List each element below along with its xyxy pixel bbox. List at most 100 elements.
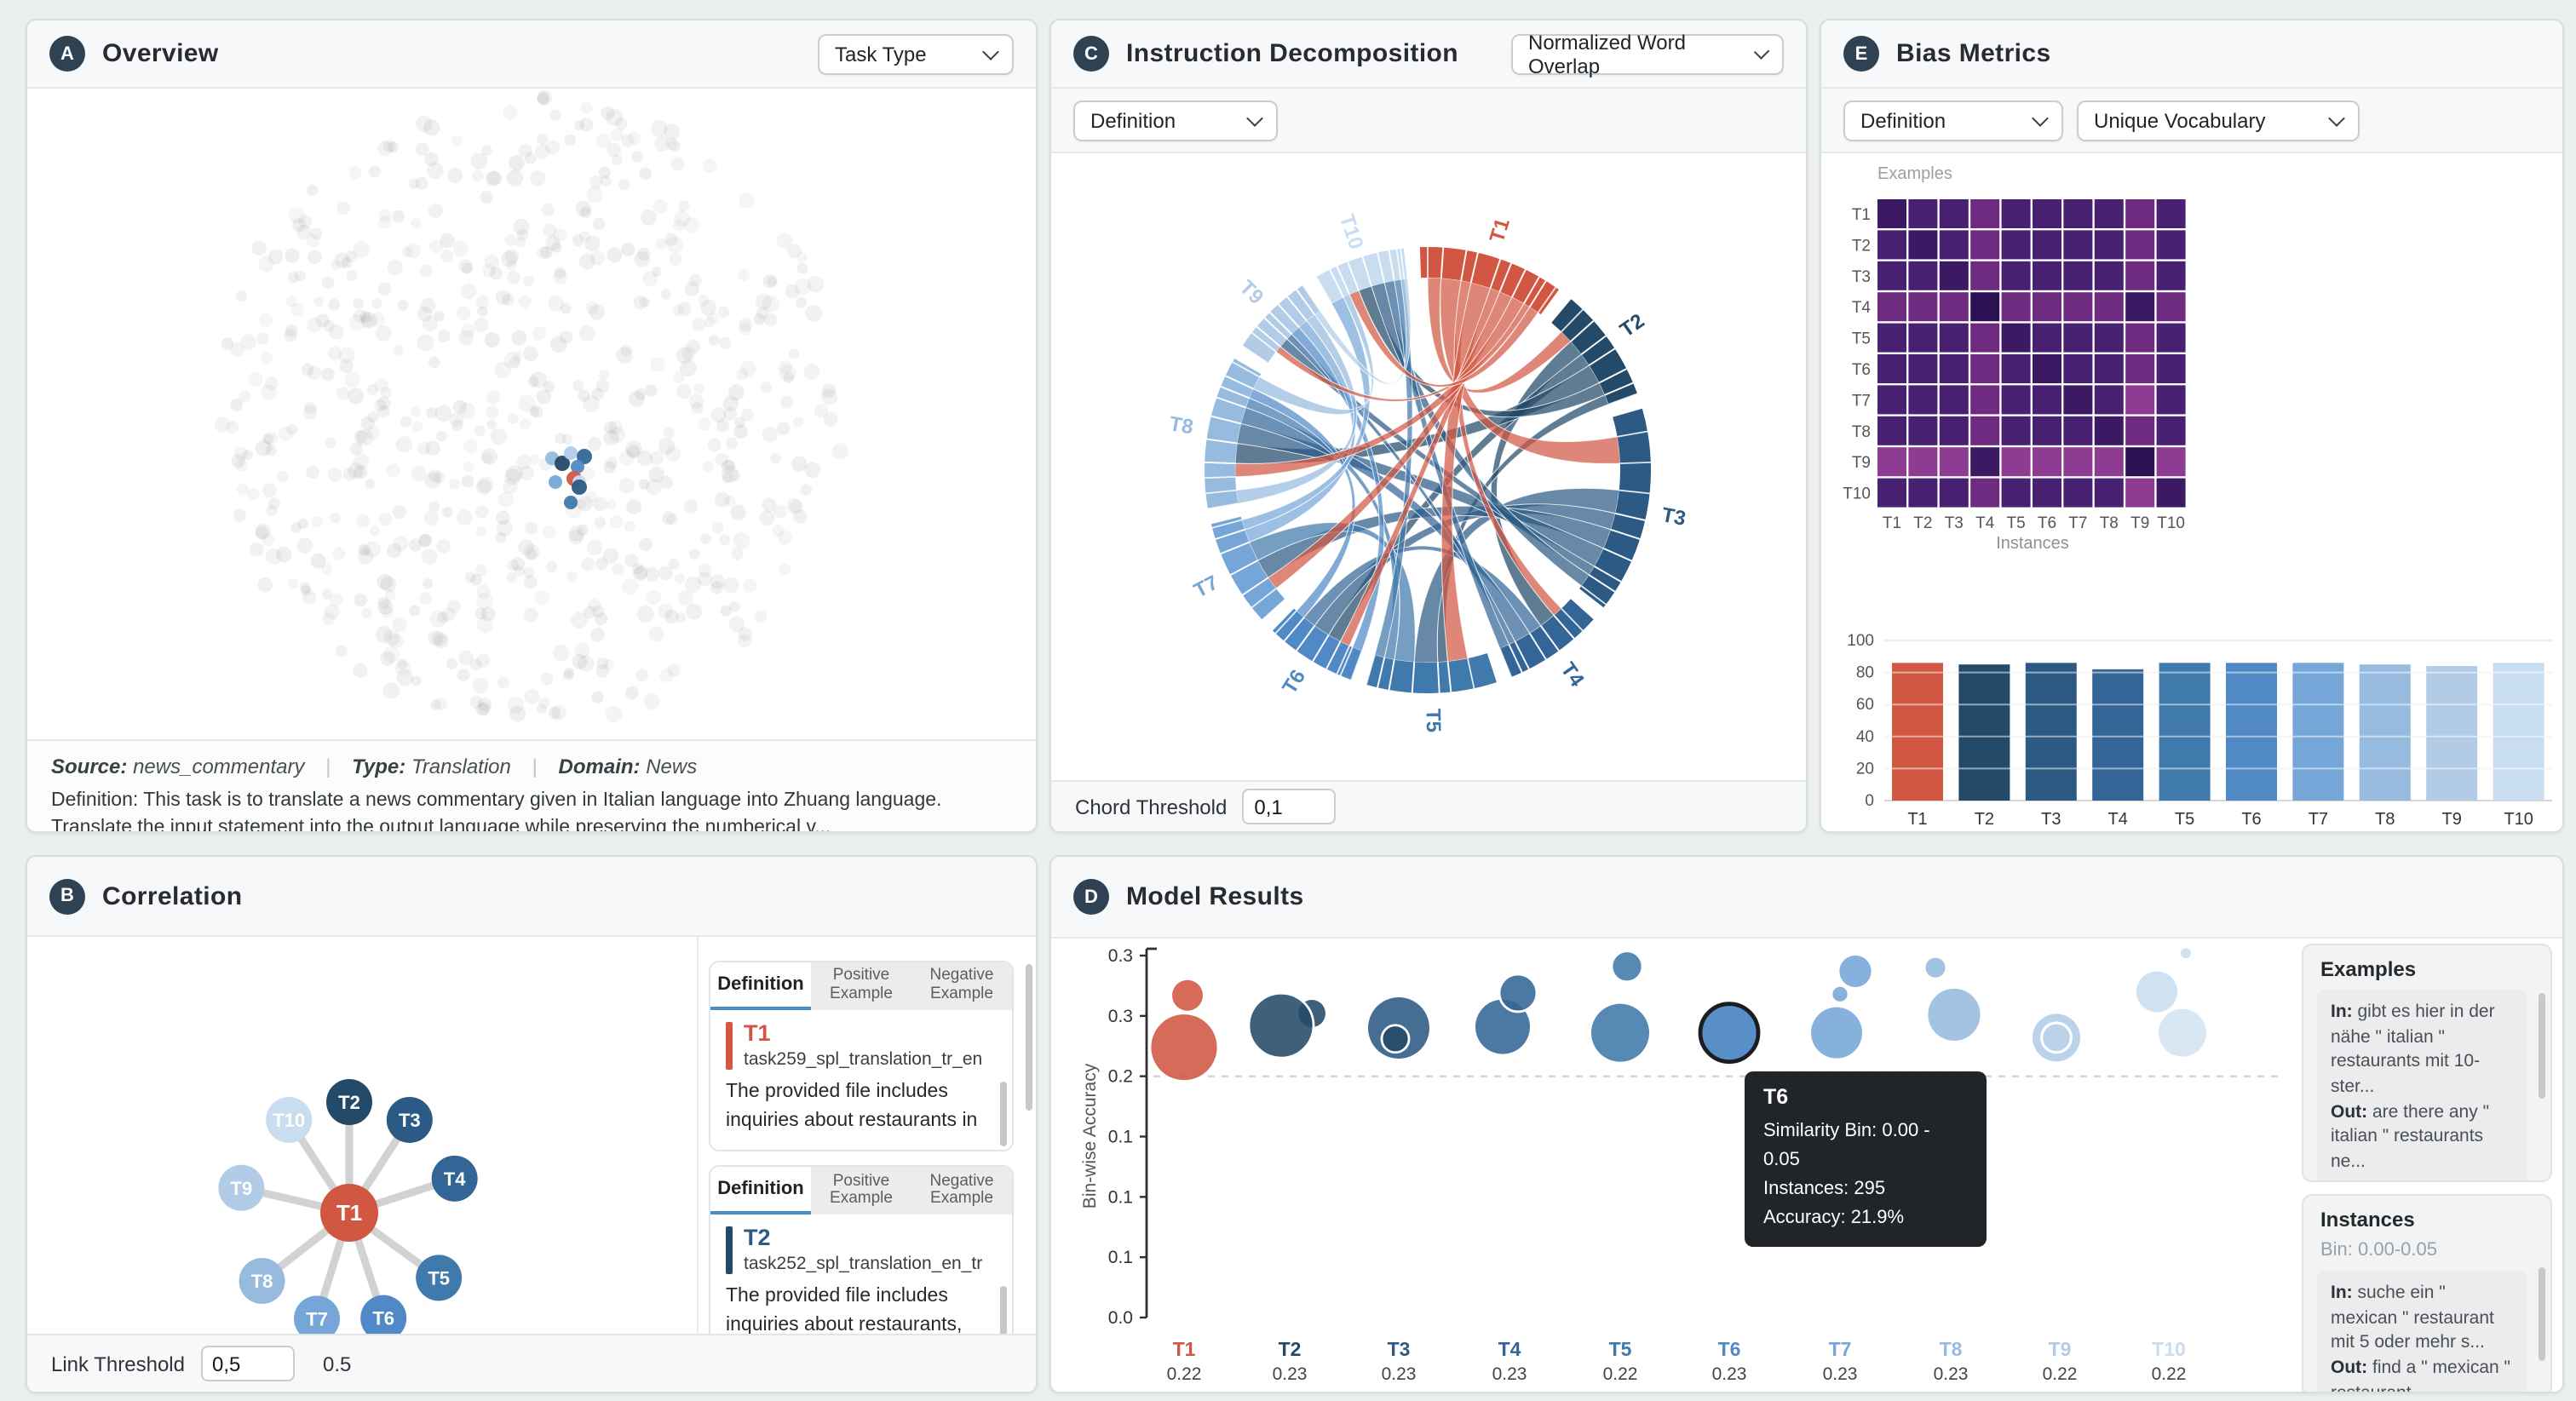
page-title-decomposition: Instruction Decomposition [1126,39,1459,68]
instances-bin-label: Bin: 0.00-0.05 [2320,1240,2437,1260]
instruction-decomposition-panel: C Instruction Decomposition Normalized W… [1049,19,1808,833]
svg-text:60: 60 [1856,696,1874,714]
page-title-bias: Bias Metrics [1896,39,2051,68]
svg-text:T4: T4 [1975,514,1995,532]
svg-text:T3: T3 [1852,268,1871,286]
correlation-panel: B Correlation T2 T3 T4 T5 T6 T7 T8 T9 T10 T1 Defi… [26,855,1038,1393]
svg-text:T7: T7 [306,1308,328,1329]
chord-threshold-label: Chord Threshold [1075,795,1228,818]
overview-header: A Overview Task Type [27,20,1036,87]
svg-text:T1: T1 [1486,215,1515,245]
decomposition-header: C Instruction Decomposition Normalized W… [1051,20,1806,87]
svg-text:T6: T6 [1278,666,1310,698]
example-item: In: gibt es hier in der nähe " italian "… [2317,990,2527,1180]
bubble-chart[interactable]: 0.3 0.3 0.2 0.1 0.1 0.1 0.0 Bin-wise Accuracy T1… [1051,939,2302,1393]
instance-item: In: suche ein " mexican " restaurant mit… [2317,1271,2527,1392]
svg-text:100: 100 [1847,632,1874,650]
svg-text:T2: T2 [1279,1338,1302,1360]
svg-text:T4: T4 [2108,810,2128,829]
svg-text:20: 20 [1856,760,1874,778]
bias-metric-select-value: Unique Vocabulary [2094,108,2266,132]
link-threshold-bar: Link Threshold 0.5 [27,1334,1036,1392]
page-title-overview: Overview [102,39,219,68]
overview-meta: Source: news_commentary | Type: Translat… [27,739,1036,831]
task-name: task259_spl_translation_tr_en [744,1048,983,1070]
svg-text:T8: T8 [2100,514,2119,532]
examples-card-title: Examples [2320,957,2417,981]
tab-negative-example[interactable]: Negative Example [929,966,994,1003]
task-card-t2: Definition Positive Example Negative Exa… [709,1165,1014,1334]
svg-text:T7: T7 [2068,514,2087,532]
svg-text:T9: T9 [230,1178,252,1199]
svg-text:T3: T3 [1945,514,1964,532]
chord-threshold-bar: Chord Threshold [1051,780,1806,831]
svg-text:T5: T5 [1422,709,1445,732]
scrollbar-thumb[interactable] [1000,1286,1007,1334]
tab-definition[interactable]: Definition [710,1167,811,1215]
svg-text:T6: T6 [1718,1338,1741,1360]
tab-definition[interactable]: Definition [710,962,811,1010]
scrollbar-thumb[interactable] [1000,1082,1007,1146]
svg-text:0.3: 0.3 [1108,1007,1133,1026]
results-header: D Model Results [1051,857,2562,937]
task-card-content: T1 task259_spl_translation_tr_en The pro… [710,1010,1012,1151]
tooltip-line: Instances: 295 [1763,1179,1886,1200]
link-threshold-input[interactable] [200,1346,294,1381]
tab-bar: Definition Positive Example Negative Exa… [710,1167,1012,1215]
bias-field-select[interactable]: Definition [1843,100,2063,141]
svg-text:T8: T8 [1852,423,1871,441]
svg-text:0.1: 0.1 [1108,1187,1133,1207]
svg-text:0.23: 0.23 [1273,1364,1308,1384]
svg-text:0.22: 0.22 [2152,1364,2187,1384]
chevron-down-icon [2328,109,2345,126]
link-threshold-label: Link Threshold [51,1352,185,1375]
tooltip-title: T6 [1763,1085,1789,1109]
svg-text:Instances: Instances [1996,534,2069,553]
svg-text:T7: T7 [1190,571,1222,603]
task-id: T2 [744,1225,771,1251]
correlation-network[interactable]: T2 T3 T4 T5 T6 T7 T8 T9 T10 T1 [27,935,699,1337]
bias-charts[interactable]: Examples T1 T2 T3 T4 T5 T6 T7 T8 T9 T10 T1 T2 T3 T4 T5 T… [1821,152,2562,831]
tooltip-line: Accuracy: 21.9% [1763,1208,1905,1229]
svg-text:T5: T5 [1609,1338,1632,1360]
tab-positive-example[interactable]: Positive Example [830,1171,893,1209]
svg-text:T5: T5 [2175,810,2194,829]
type-label: Type: [352,755,406,778]
svg-text:T3: T3 [399,1110,421,1131]
column-scrollbar-thumb[interactable] [1026,964,1032,1111]
bias-header: E Bias Metrics [1821,20,2562,87]
tab-positive-example[interactable]: Positive Example [830,966,893,1003]
task-id: T1 [744,1020,771,1046]
domain-value: News [646,755,698,778]
domain-label: Domain: [558,755,641,778]
task-meta-line: Source: news_commentary | Type: Translat… [51,755,1012,778]
svg-text:T10: T10 [273,1110,305,1131]
page-title-results: Model Results [1126,882,1304,911]
svg-text:Bin-wise Accuracy: Bin-wise Accuracy [1080,1063,1100,1209]
svg-text:T1: T1 [1883,514,1901,532]
chord-threshold-input[interactable] [1242,789,1337,824]
overview-scatter-chart[interactable] [27,87,1036,739]
chevron-down-icon [2032,109,2049,126]
task-name: task252_spl_translation_en_tr [744,1254,983,1275]
svg-text:0.23: 0.23 [1823,1364,1858,1384]
svg-text:0.0: 0.0 [1108,1308,1133,1328]
svg-text:T5: T5 [1852,330,1871,348]
svg-text:T6: T6 [2241,810,2261,829]
task-type-select[interactable]: Task Type [818,33,1014,74]
definition-cards-column: Definition Positive Example Negative Exa… [699,935,1036,1334]
page-title-correlation: Correlation [102,881,243,910]
chord-diagram[interactable]: T1 T2 T3 T4 T5 T6 T7 T8 T9 T10 [1051,152,1806,780]
field-select[interactable]: Definition [1073,100,1278,141]
scrollbar-thumb[interactable] [2539,993,2545,1099]
tab-negative-example[interactable]: Negative Example [929,1171,994,1209]
results-content: 0.3 0.3 0.2 0.1 0.1 0.1 0.0 Bin-wise Accuracy T1… [1051,937,2562,1392]
svg-text:T7: T7 [1829,1338,1852,1360]
bias-metric-select[interactable]: Unique Vocabulary [2077,100,2360,141]
svg-text:T6: T6 [1852,361,1871,379]
scrollbar-thumb[interactable] [2539,1267,2545,1361]
chevron-down-icon [982,43,999,60]
overlap-metric-select[interactable]: Normalized Word Overlap [1511,30,1784,78]
svg-text:T10: T10 [2157,514,2185,532]
